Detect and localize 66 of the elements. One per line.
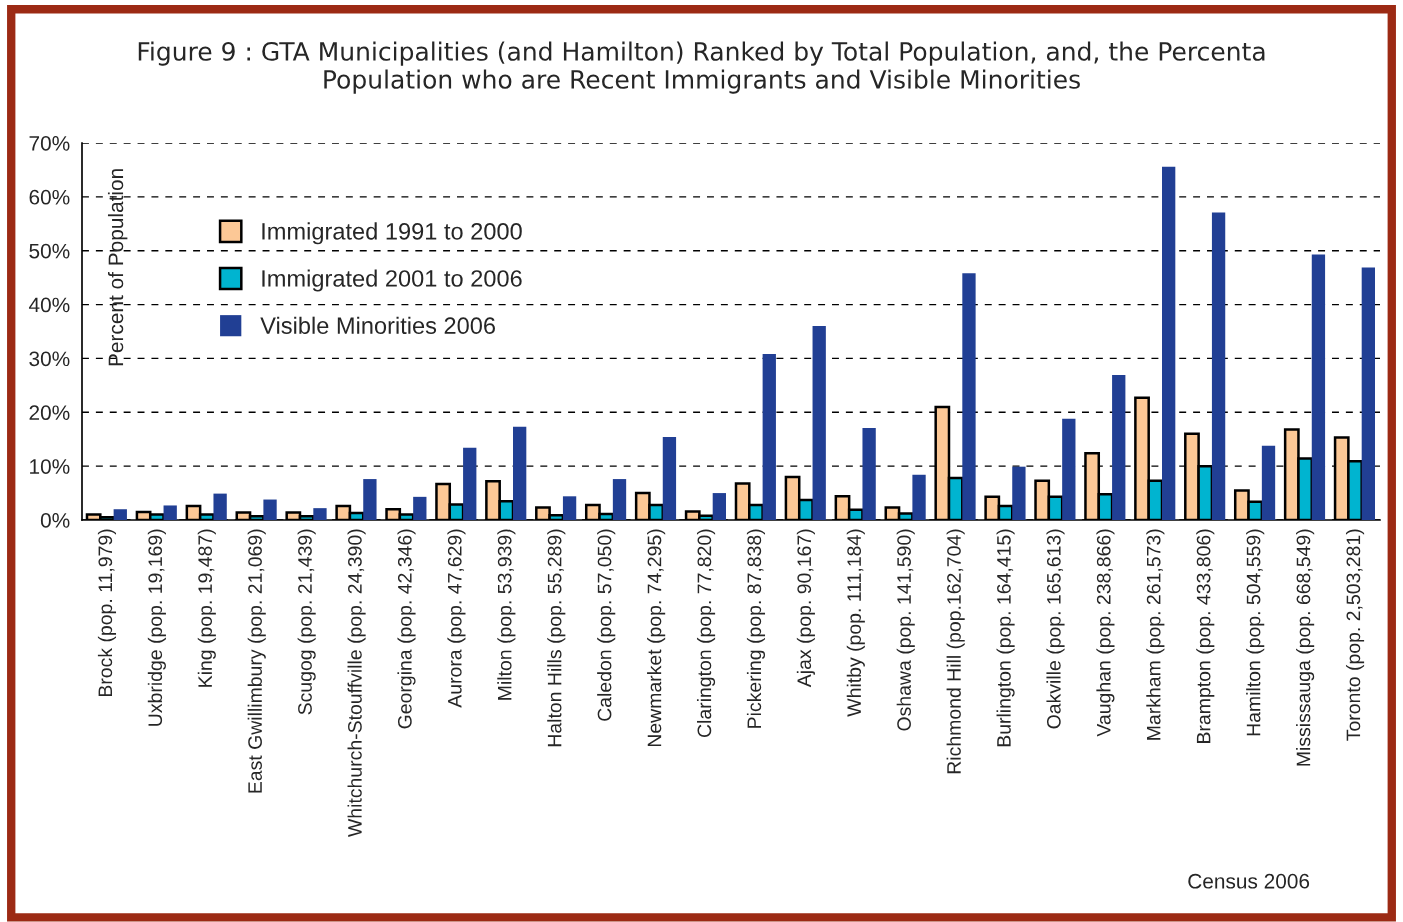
x-tick-label: Caledon (pop. 57,050) <box>597 529 616 721</box>
bar <box>213 493 227 520</box>
bar <box>1311 254 1326 520</box>
x-tick-label: Whitchurch-Stouffville (pop. 24,390) <box>347 529 366 837</box>
x-tick-label: Whitby (pop. 111,184) <box>846 529 865 717</box>
y-tick-label: 50% <box>29 243 70 259</box>
bar <box>413 496 427 520</box>
x-tick-label: Clarington (pop. 77,820) <box>696 529 716 738</box>
bar <box>912 474 926 520</box>
y-tick-label: 60% <box>29 189 70 205</box>
x-tick-label: Brock (pop. 11,979) <box>97 529 117 697</box>
x-tick-label: Pickering (pop. 87,838) <box>746 529 766 728</box>
bar <box>263 499 277 520</box>
bar <box>562 496 577 520</box>
x-tick-label: East Gwillimbury (pop. 21,069) <box>247 529 266 793</box>
bar <box>513 426 527 520</box>
y-tick-label: 70% <box>29 136 70 151</box>
x-tick-label: Aurora (pop. 47,629) <box>447 529 466 708</box>
x-tick-label: Vaughan (pop. 238,866) <box>1096 529 1115 737</box>
x-tick-label: Milton (pop. 53,939) <box>497 529 516 700</box>
x-tick-label: Uxbridge (pop. 19,169) <box>147 529 166 726</box>
text: Census 2006 <box>1188 873 1310 889</box>
bar <box>1162 166 1176 520</box>
x-tick-label: Halton Hills (pop. 55,289) <box>547 529 566 747</box>
bar <box>1012 466 1026 520</box>
bar <box>363 479 377 520</box>
x-tick-label: Mississauga (pop. 668,549) <box>1296 529 1315 766</box>
bar <box>113 509 127 520</box>
y-tick-label: 40% <box>28 297 70 313</box>
x-tick-label: Markham (pop. 261,573) <box>1146 529 1165 740</box>
bar <box>313 508 327 520</box>
bar <box>712 493 727 520</box>
bar <box>1062 418 1076 520</box>
bar <box>1112 375 1126 520</box>
bar <box>862 427 876 520</box>
x-tick-label: Brampton (pop. 433,806) <box>1196 529 1215 743</box>
bar <box>962 273 976 520</box>
y-axis-title: Percent of Population <box>107 169 128 366</box>
x-tick-label: King (pop. 19,487) <box>197 529 216 687</box>
bar <box>1211 212 1226 520</box>
bar <box>163 505 177 520</box>
legend-label: Immigrated 1991 to 2000 <box>262 222 522 245</box>
x-tick-label: Oshawa (pop. 141,590) <box>896 529 915 731</box>
x-tick-label: Oakville (pop. 165,613) <box>1046 529 1065 729</box>
bar <box>762 354 776 520</box>
x-tick-label: Hamilton (pop. 504,559) <box>1246 529 1265 736</box>
y-tick-label: 20% <box>29 405 70 421</box>
x-tick-label: Scugog (pop. 21,439) <box>297 529 316 715</box>
x-tick-label: Richmond Hill (pop.162,704) <box>946 529 965 774</box>
x-tick-label: Burlington (pop. 164,415) <box>996 529 1015 747</box>
chart-title: Figure 9 : GTA Municipalities (and Hamilton) Ranked by Total Population, and, the Percenta Population who are Recent Immigrants and Visible Minorities <box>138 41 1265 94</box>
legend-label: Visible Minorities 2006 <box>260 316 495 335</box>
x-tick-label: Newmarket (pop. 74,295) <box>647 529 666 747</box>
bar <box>612 479 627 520</box>
bar <box>1261 445 1276 520</box>
bar <box>463 447 477 520</box>
y-tick-label: 30% <box>29 351 70 367</box>
y-tick-label: 0% <box>40 513 70 528</box>
bar <box>1361 267 1376 520</box>
x-tick-label: Toronto (pop. 2,503,281) <box>1345 529 1365 741</box>
y-tick-label: 10% <box>30 459 70 474</box>
x-tick-label: Ajax (pop. 90,167) <box>796 529 815 688</box>
bar <box>662 437 677 520</box>
legend-label: Immigrated 2001 to 2006 <box>262 269 522 292</box>
bar <box>812 326 826 520</box>
x-tick-label: Georgina (pop. 42,346) <box>397 529 416 729</box>
